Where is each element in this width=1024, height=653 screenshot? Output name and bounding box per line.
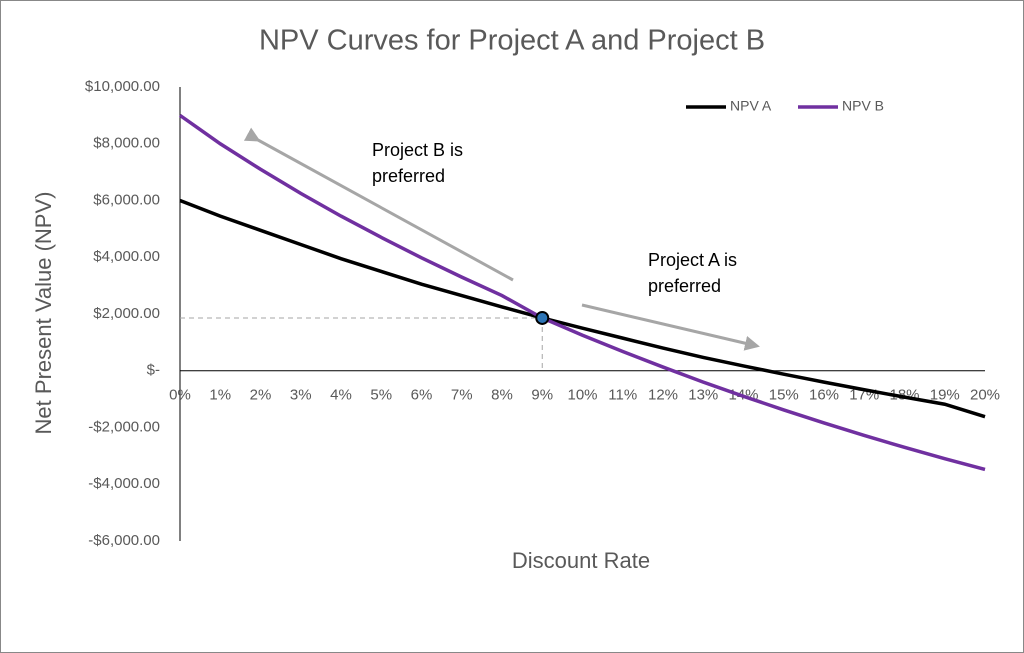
y-tick-label: -$4,000.00 [88, 475, 160, 492]
legend-label: NPV B [842, 98, 884, 114]
y-tick-label: $2,000.00 [93, 305, 160, 322]
legend-label: NPV A [730, 98, 772, 114]
x-tick-label: 8% [491, 387, 513, 404]
x-tick-label: 20% [970, 387, 1000, 404]
y-tick-label: -$2,000.00 [88, 418, 160, 435]
series-line [179, 198, 986, 419]
x-tick-label: 9% [531, 387, 553, 404]
arrow-right [581, 303, 760, 351]
x-tick-label: 15% [769, 387, 799, 404]
x-tick-label: 6% [411, 387, 433, 404]
x-tick-label: 1% [209, 387, 231, 404]
y-tick-label: $8,000.00 [93, 135, 160, 152]
annotation: Project B is preferred [372, 140, 464, 186]
y-tick-label: $4,000.00 [93, 248, 160, 265]
x-tick-label: 4% [330, 387, 352, 404]
arrow-left [243, 127, 514, 282]
y-tick-label: $6,000.00 [93, 191, 160, 208]
x-tick-label: 3% [290, 387, 312, 404]
y-tick-label: -$6,000.00 [88, 532, 160, 549]
annotation: Project A is preferred [648, 250, 738, 296]
crossing-point [535, 310, 550, 325]
x-tick-label: 0% [169, 387, 191, 404]
series-line [178, 113, 986, 472]
y-tick-label: $10,000.00 [85, 78, 160, 95]
x-tick-label: 11% [608, 387, 637, 404]
y-axis-title: Net Present Value (NPV) [31, 192, 56, 435]
x-tick-label: 5% [370, 387, 392, 404]
x-axis-title: Discount Rate [512, 548, 650, 573]
x-tick-label: 2% [250, 387, 272, 404]
x-tick-label: 7% [451, 387, 473, 404]
x-tick-label: 10% [567, 387, 597, 404]
x-tick-label: 16% [809, 387, 839, 404]
chart-title: NPV Curves for Project A and Project B [259, 25, 765, 57]
x-tick-label: 12% [648, 387, 678, 404]
y-tick-label: $- [147, 362, 160, 379]
x-tick-label: 13% [688, 387, 718, 404]
x-tick-label: 19% [930, 387, 960, 404]
